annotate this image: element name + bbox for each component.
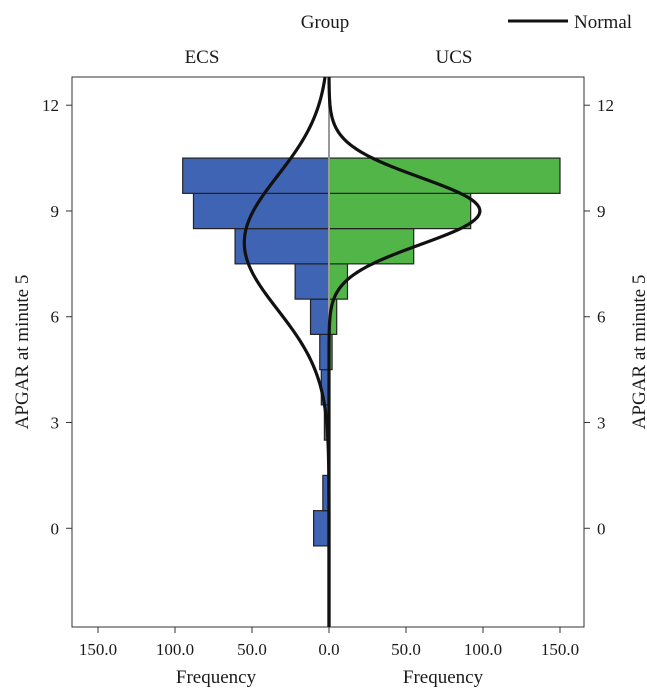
x-tick-label-left: 0.0 — [318, 640, 339, 659]
y-tick-label-left: 12 — [42, 96, 59, 115]
y-tick-label-left: 9 — [51, 202, 60, 221]
y-tick-label-left: 6 — [51, 308, 60, 327]
y-tick-label-left: 3 — [51, 414, 60, 433]
x-tick-label-left: 150.0 — [79, 640, 117, 659]
group-label-ecs: ECS — [185, 47, 220, 68]
ecs-bar-apgar-6 — [309, 298, 330, 335]
legend-normal-label: Normal — [574, 12, 632, 33]
x-tick-label-left: 100.0 — [156, 640, 194, 659]
y-tick-label-left: 0 — [51, 519, 60, 538]
x-tick-label-right: 100.0 — [464, 640, 502, 659]
x-tick-label-left: 50.0 — [237, 640, 267, 659]
y-tick-label-right: 3 — [597, 414, 606, 433]
y-tick-label-right: 12 — [597, 96, 614, 115]
y-axis-title-left: APGAR at minute 5 — [12, 275, 33, 430]
group-label-ucs: UCS — [436, 47, 473, 68]
y-tick-label-right: 6 — [597, 308, 606, 327]
normal-curves — [242, 76, 482, 627]
ecs-bar-apgar-7 — [294, 263, 330, 300]
ecs-bar-apgar-10 — [182, 157, 330, 194]
ecs-bar-apgar-8 — [234, 228, 330, 265]
y-tick-label-right: 9 — [597, 202, 606, 221]
ucs-bar-apgar-9 — [328, 192, 472, 230]
x-tick-label-right: 150.0 — [541, 640, 579, 659]
ecs-bar-apgar-0 — [313, 510, 330, 547]
x-axis-title-right: Frequency — [403, 667, 484, 688]
ucs-bar-apgar-8 — [328, 228, 415, 265]
ucs-normal-curve — [327, 76, 482, 627]
y-tick-label-right: 0 — [597, 519, 606, 538]
group-title: Group — [301, 12, 350, 33]
y-axis-ticks: 0 0 3 3 6 6 9 9 12 12 — [42, 96, 614, 538]
x-axis-title-left: Frequency — [176, 667, 257, 688]
y-axis-title-right: APGAR at minute 5 — [629, 275, 647, 430]
x-axis-ticks: 150.0 100.0 50.0 0.0 50.0 100.0 150.0 — [79, 627, 579, 659]
x-tick-label-right: 50.0 — [391, 640, 421, 659]
